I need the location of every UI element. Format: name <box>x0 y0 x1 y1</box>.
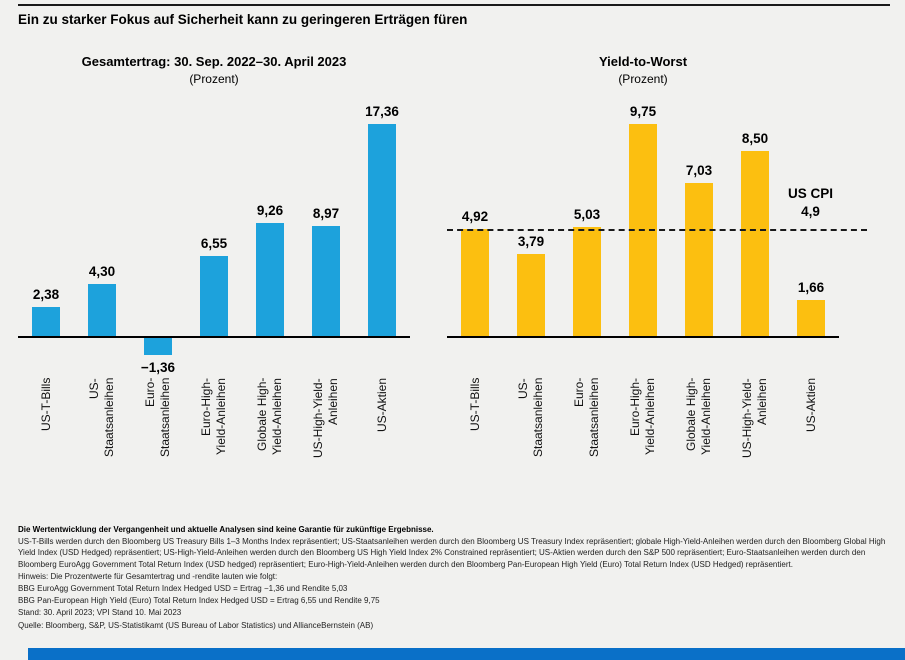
bar-column: 8,50 <box>727 96 783 378</box>
bar <box>573 226 601 336</box>
bar-column: 7,03 <box>671 96 727 378</box>
footnote-index-description: US-T-Bills werden durch den Bloomberg US… <box>18 537 886 569</box>
category-axis: US-T-Bills US- Staatsanleihen Euro- Staats… <box>18 378 410 513</box>
bar-column: 1,66 <box>783 96 839 378</box>
bar-value-label: 9,75 <box>629 104 657 119</box>
bar-value-label: 3,79 <box>517 233 545 249</box>
category-label: Euro-High- Yield-Anleihen <box>186 378 242 513</box>
category-label-text: Globale High- Yield-Anleihen <box>255 378 284 455</box>
cpi-reference-line <box>447 229 867 232</box>
bar-value-label: 4,92 <box>461 209 489 225</box>
bar-column: 4,30 <box>74 96 130 378</box>
bar-value-label: 2,38 <box>32 286 60 302</box>
category-label: US-Aktien <box>354 378 410 513</box>
category-label-text: US-High-Yield- Anleihen <box>311 378 340 458</box>
category-label: US-High-Yield- Anleihen <box>298 378 354 513</box>
bar-value-label: 7,03 <box>685 163 713 179</box>
chart-subtitle: (Prozent) <box>618 72 668 86</box>
page-title: Ein zu starker Fokus auf Sicherheit kann… <box>18 12 468 27</box>
category-label-text: US- Staatsanleihen <box>87 378 116 458</box>
category-label: US-T-Bills <box>18 378 74 513</box>
category-label-text: US-High-Yield- Anleihen <box>740 378 769 458</box>
category-label-text: US- Staatsanleihen <box>516 378 545 458</box>
footnote-stand: Stand: 30. April 2023; VPI Stand 10. Mai… <box>18 608 182 618</box>
category-label: Euro- Staatsanleihen <box>559 378 615 513</box>
bar-column: 6,55 <box>186 96 242 378</box>
bar-value-label: −1,36 <box>140 359 176 375</box>
bar-column: −1,36 <box>130 96 186 378</box>
bar <box>256 222 284 336</box>
chart-title: Yield-to-Worst <box>598 54 688 69</box>
bar-value-label: 17,36 <box>365 104 399 119</box>
footnote-bbg-paneuropean: BBG Pan-European High Yield (Euro) Total… <box>18 596 380 606</box>
x-axis-line <box>447 336 839 338</box>
bar-column: 8,97 <box>298 96 354 378</box>
chart-subtitle: (Prozent) <box>189 72 239 86</box>
chart-yield-to-worst: Yield-to-Worst (Prozent) 4,92 3,79 5,03 9,7… <box>447 48 867 513</box>
category-label-text: US-T-Bills <box>467 378 482 432</box>
category-label-text: Euro-High- Yield-Anleihen <box>628 378 657 455</box>
bar <box>685 183 713 336</box>
bar-value-label: 8,50 <box>741 131 769 147</box>
category-label-text: Euro- Staatsanleihen <box>143 378 172 458</box>
bar <box>32 306 60 336</box>
footnote-quelle: Quelle: Bloomberg, S&P, US-Statistikamt … <box>18 620 374 630</box>
category-label-text: US-T-Bills <box>38 378 53 432</box>
bar-column: 9,26 <box>242 96 298 378</box>
bar-value-label: 6,55 <box>200 236 228 252</box>
bar-column: 17,36 <box>354 96 410 378</box>
bar-value-label: 5,03 <box>573 206 601 222</box>
category-label: US- Staatsanleihen <box>74 378 130 513</box>
bar-value-label: 8,97 <box>312 206 340 222</box>
bar <box>312 226 340 336</box>
bar-column: 5,03 <box>559 96 615 378</box>
category-label: US-T-Bills <box>447 378 503 513</box>
category-label: US-Aktien <box>783 378 839 513</box>
footnote-bbg-euroagg: BBG EuroAgg Government Total Return Inde… <box>18 583 348 593</box>
bar-value-label: 9,26 <box>256 202 284 218</box>
bar <box>368 124 396 336</box>
bar <box>797 299 825 336</box>
x-axis-line <box>18 336 410 338</box>
category-label-text: Euro-High- Yield-Anleihen <box>199 378 228 455</box>
chart-title: Gesamtertrag: 30. Sep. 2022–30. April 20… <box>81 54 347 69</box>
plot-area: 4,92 3,79 5,03 9,75 7,03 8,50 1,66 US CPI 4,9 <box>447 96 867 378</box>
footer-accent-bar <box>28 648 905 660</box>
footnotes: Die Wertentwicklung der Vergangenheit un… <box>18 524 886 632</box>
bar-column: 4,92 <box>447 96 503 378</box>
category-label: Euro-High- Yield-Anleihen <box>615 378 671 513</box>
bar <box>461 229 489 336</box>
category-label: US- Staatsanleihen <box>503 378 559 513</box>
bar-column: 2,38 <box>18 96 74 378</box>
category-label: US-High-Yield- Anleihen <box>727 378 783 513</box>
footnote-note: Hinweis: Die Prozentwerte für Gesamtertr… <box>18 571 278 581</box>
bar <box>517 253 545 336</box>
bar-value-label: 4,30 <box>88 263 116 279</box>
bar-column: 3,79 <box>503 96 559 378</box>
bar <box>741 151 769 336</box>
bar <box>144 338 172 355</box>
cpi-label: US CPI 4,9 <box>787 186 833 219</box>
category-label: Euro- Staatsanleihen <box>130 378 186 513</box>
bar <box>88 283 116 336</box>
footnote-disclaimer: Die Wertentwicklung der Vergangenheit un… <box>18 525 434 534</box>
category-label: Globale High- Yield-Anleihen <box>242 378 298 513</box>
top-rule <box>18 4 890 6</box>
category-axis: US-T-Bills US- Staatsanleihen Euro- Staats… <box>447 378 839 513</box>
category-label-text: US-Aktien <box>374 378 389 433</box>
charts-row: Gesamtertrag: 30. Sep. 2022–30. April 20… <box>18 48 867 513</box>
bar-value-label: 1,66 <box>797 279 825 295</box>
category-label-text: US-Aktien <box>803 378 818 433</box>
chart-gesamtertrag: Gesamtertrag: 30. Sep. 2022–30. April 20… <box>18 48 410 513</box>
plot-area: 2,38 4,30 −1,36 6,55 9,26 8,97 17,36 <box>18 96 410 378</box>
category-label-text: Globale High- Yield-Anleihen <box>684 378 713 455</box>
category-label-text: Euro- Staatsanleihen <box>572 378 601 458</box>
bar <box>200 256 228 336</box>
category-label: Globale High- Yield-Anleihen <box>671 378 727 513</box>
